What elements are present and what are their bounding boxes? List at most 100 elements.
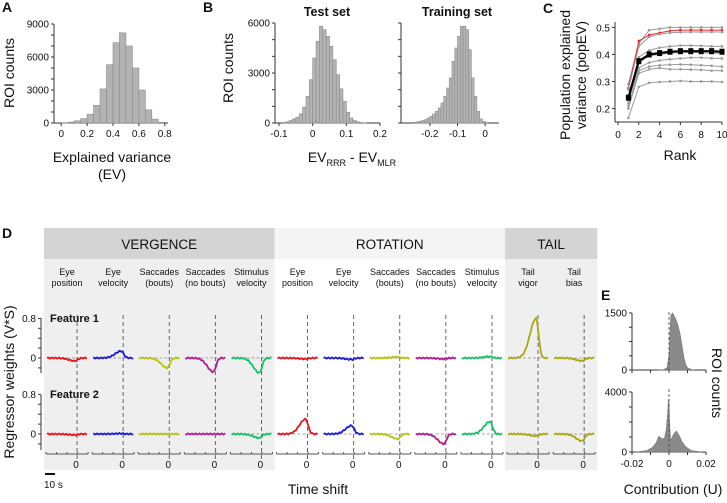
regressor-label: Stimulus bbox=[234, 267, 269, 277]
x-axis-label-part: MLR bbox=[377, 158, 397, 168]
x-axis-label: (EV) bbox=[98, 166, 126, 182]
data-point bbox=[637, 85, 641, 89]
x-tick-label: -0.1 bbox=[449, 129, 467, 140]
data-point bbox=[647, 49, 651, 52]
distribution-area bbox=[657, 312, 695, 371]
regressor-trace bbox=[553, 356, 595, 363]
feature-label: Feature 2 bbox=[50, 389, 99, 401]
histogram-bar bbox=[471, 77, 475, 124]
x-axis-label-part: RRR bbox=[327, 158, 347, 168]
data-point bbox=[689, 63, 693, 67]
time-tick-label: 0 bbox=[488, 460, 494, 471]
histogram-bar bbox=[454, 47, 458, 124]
panel-letter-a: A bbox=[2, 0, 12, 15]
regressor-label: vigor bbox=[518, 278, 538, 288]
regressor-label: velocity bbox=[329, 278, 360, 288]
regressor-trace bbox=[92, 431, 134, 436]
data-point bbox=[667, 48, 673, 55]
series-line bbox=[627, 50, 723, 98]
regressor-label: (bouts) bbox=[145, 278, 173, 288]
axes: 0 0.2 0.4 0.6 0.8 0 3000 6000 9000 bbox=[27, 20, 172, 141]
x-tick-label: 0 bbox=[482, 129, 488, 140]
data-point bbox=[679, 57, 682, 60]
series-line bbox=[627, 67, 722, 109]
histogram-bar bbox=[312, 57, 317, 124]
x-axis-label: Contribution (U) bbox=[624, 481, 723, 497]
y-tick-label: 0 bbox=[43, 119, 49, 130]
histogram-bar bbox=[473, 96, 478, 124]
regressor-trace bbox=[231, 356, 272, 374]
regressor-label: Stimulus bbox=[465, 267, 500, 277]
x-axis-label: EVRRR - EVMLR bbox=[308, 149, 397, 168]
x-axis-label: Explained variance bbox=[53, 149, 172, 165]
histogram-bar bbox=[305, 96, 310, 124]
group-header-label: VERGENCE bbox=[121, 237, 197, 252]
y-tick-label: 1500 bbox=[605, 309, 628, 320]
x-tick-label: 6 bbox=[678, 130, 684, 141]
regressor-trace bbox=[415, 356, 457, 361]
histogram-bar bbox=[462, 26, 467, 124]
regressor-trace bbox=[276, 356, 319, 361]
data-point bbox=[637, 39, 641, 43]
data-point bbox=[637, 55, 641, 59]
histogram-bar bbox=[67, 121, 75, 124]
histogram-bar bbox=[426, 117, 431, 124]
x-tick-label: 0 bbox=[310, 129, 316, 140]
data-point bbox=[668, 26, 672, 29]
histogram-bar bbox=[93, 105, 101, 124]
histogram-bar bbox=[349, 117, 354, 124]
panel-a-histogram: 0 0.2 0.4 0.6 0.8 0 3000 6000 9000 Explained vari… bbox=[1, 20, 172, 183]
y-tick-label: 0 bbox=[30, 354, 36, 365]
data-point bbox=[689, 44, 693, 47]
data-point bbox=[710, 64, 713, 68]
data-point bbox=[637, 45, 641, 48]
data-point bbox=[625, 94, 631, 101]
data-point bbox=[720, 65, 724, 68]
histogram-bar bbox=[435, 111, 439, 124]
panel-letter-c: C bbox=[543, 0, 553, 16]
data-point bbox=[699, 30, 703, 34]
data-point bbox=[710, 56, 713, 60]
data-point bbox=[689, 30, 693, 34]
regressor-label: Tail bbox=[567, 267, 581, 277]
data-point bbox=[647, 65, 651, 68]
regressor-label: Saccades bbox=[370, 267, 410, 277]
regressor-trace bbox=[46, 356, 88, 363]
data-point bbox=[637, 69, 641, 72]
x-tick-label: 0.6 bbox=[132, 129, 146, 140]
series-line bbox=[627, 80, 723, 119]
histogram-bar bbox=[448, 77, 453, 124]
histogram-bar bbox=[132, 67, 140, 124]
data-point bbox=[689, 56, 693, 59]
regressor-label: velocity bbox=[236, 278, 267, 288]
data-point bbox=[658, 80, 661, 84]
histogram-bar bbox=[298, 113, 303, 124]
chart-title: Training set bbox=[422, 5, 493, 19]
x-axis-label: Rank bbox=[664, 147, 698, 163]
data-point bbox=[647, 61, 651, 64]
x-tick-label: 0.2 bbox=[80, 129, 94, 140]
x-tick-label: 0.2 bbox=[373, 129, 387, 140]
data-point bbox=[720, 28, 724, 32]
group-header-label: ROTATION bbox=[356, 237, 424, 252]
histogram-bar bbox=[157, 122, 166, 124]
regressor-trace bbox=[276, 417, 319, 436]
x-axis-label: Time shift bbox=[288, 481, 348, 497]
data-point bbox=[668, 80, 672, 83]
data-point bbox=[699, 28, 703, 32]
y-axis-label: ROI counts bbox=[220, 33, 236, 103]
histogram-bar bbox=[356, 121, 361, 124]
group-body-1 bbox=[274, 258, 505, 470]
histogram-bar bbox=[342, 101, 347, 124]
histogram-bar bbox=[352, 120, 357, 124]
regressor-label: velocity bbox=[98, 278, 129, 288]
histogram-bar bbox=[99, 88, 107, 124]
regressor-label: Eye bbox=[105, 267, 121, 277]
histogram-bar bbox=[418, 121, 422, 124]
y-tick-label: 6000 bbox=[27, 53, 50, 64]
histogram-bar bbox=[288, 120, 293, 124]
time-tick-label: 0 bbox=[73, 460, 79, 471]
histogram-bar bbox=[125, 45, 133, 124]
y-tick-label: 0 bbox=[264, 119, 270, 130]
histogram-bar bbox=[282, 122, 287, 124]
